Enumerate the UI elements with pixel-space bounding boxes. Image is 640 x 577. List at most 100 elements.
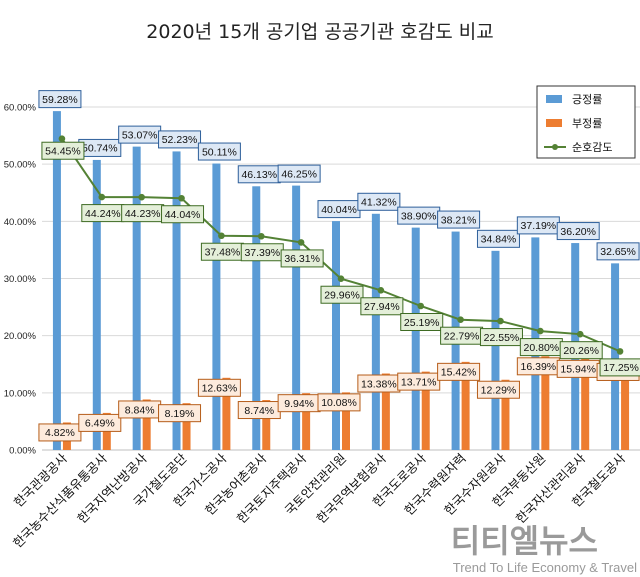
net-favorability-label: 22.55%	[484, 332, 520, 344]
positive-rate-label: 46.13%	[241, 169, 277, 181]
watermark-tagline: Trend To Life Economy & Travel	[453, 560, 637, 575]
negative-rate-label: 8.74%	[244, 405, 274, 417]
net-favorability-label-box	[161, 205, 205, 224]
positive-rate-bar	[172, 151, 181, 450]
category-label: 한국자산관리공사	[513, 450, 589, 526]
negative-rate-bar	[262, 400, 271, 450]
positive-rate-label: 41.32%	[361, 197, 397, 209]
positive-rate-bar	[52, 111, 61, 450]
y-tick-label: 10.00%	[4, 388, 37, 399]
positive-rate-label: 38.90%	[401, 210, 437, 222]
positive-rate-bar	[332, 221, 340, 450]
positive-rate-bar	[292, 185, 301, 450]
net-favorability-label: 44.24%	[85, 208, 121, 220]
positive-rate-label: 46.25%	[281, 168, 317, 180]
net-favorability-label: 20.80%	[524, 342, 560, 354]
negative-rate-label: 4.82%	[45, 427, 75, 439]
net-favorability-label: 36.31%	[284, 253, 320, 265]
positive-rate-label-box	[437, 210, 481, 229]
net-favorability-label-box	[479, 328, 523, 347]
positive-rate-label: 59.28%	[42, 94, 78, 106]
net-favorability-point	[257, 232, 265, 240]
negative-rate-label: 15.94%	[560, 364, 596, 376]
net-favorability-line	[58, 135, 624, 355]
net-favorability-label: 44.04%	[165, 209, 201, 221]
category-label: 한국지역난방공사	[74, 450, 150, 526]
positive-rate-label: 37.19%	[521, 220, 557, 232]
legend-swatch-positive	[546, 95, 562, 103]
legend-label-net: 순호감도	[572, 141, 612, 154]
positive-rate-label: 40.04%	[321, 204, 357, 216]
legend-label-negative: 부정률	[572, 117, 602, 130]
net-favorability-point	[377, 286, 385, 294]
net-favorability-label: 29.96%	[324, 290, 360, 302]
net-favorability-point	[58, 135, 66, 143]
net-favorability-point	[497, 317, 504, 325]
net-favorability-label: 17.25%	[603, 362, 639, 374]
net-favorability-label: 44.23%	[125, 208, 161, 220]
legend: 긍정률 부정률 순호감도	[536, 85, 636, 159]
net-favorability-label: 37.39%	[244, 247, 280, 259]
positive-rate-bar	[212, 163, 221, 450]
positive-rate-label-box	[357, 192, 401, 211]
positive-rate-label: 34.84%	[481, 234, 517, 246]
net-favorability-label: 22.79%	[444, 331, 480, 343]
positive-rate-label-box	[158, 130, 202, 149]
net-favorability-point	[616, 348, 624, 355]
net-favorability-point	[337, 275, 345, 283]
positive-rate-label-box	[476, 229, 520, 248]
net-favorability-point	[417, 302, 425, 310]
net-favorability-label-box	[41, 141, 85, 160]
negative-rate-bar	[142, 399, 151, 450]
negative-rate-label-box	[158, 404, 202, 423]
net-favorability-labels: 54.45% 44.24% 44.23% 44.04% 37.48% 37.39% 36.3…	[41, 141, 640, 377]
negative-rate-label: 12.29%	[481, 385, 517, 397]
chart-title: 2020년 15개 공기업 공공기관 호감도 비교	[146, 21, 493, 43]
net-favorability-point	[576, 330, 584, 338]
positive-rate-labels: 59.28% 50.74% 53.07% 52.23% 50.11% 46.13% 46.2…	[38, 90, 640, 261]
net-favorability-label-box	[320, 285, 364, 304]
negative-rate-bar	[461, 361, 470, 450]
negative-rate-label-box	[78, 413, 122, 432]
watermark: 티티엘뉴스 Trend To Life Economy & Travel	[451, 522, 637, 575]
negative-rate-label: 9.94%	[284, 398, 314, 410]
net-favorability-label-box	[599, 358, 640, 377]
positive-rate-label-box	[38, 90, 82, 109]
negative-rate-label-box	[437, 362, 481, 381]
net-favorability-label-box	[400, 312, 444, 331]
positive-rate-label-box	[596, 242, 640, 261]
net-favorability-point	[537, 327, 544, 335]
negative-rate-label-box	[476, 380, 520, 399]
negative-rate-label-box	[38, 423, 82, 442]
negative-rate-label: 10.08%	[321, 397, 357, 409]
y-tick-label: 20.00%	[4, 331, 37, 342]
positive-rate-label-box	[277, 164, 321, 183]
legend-swatch-net-marker	[552, 144, 558, 150]
y-axis-ticks: 0.00% 10.00% 20.00% 30.00% 40.00% 50.00% 60.00…	[4, 103, 37, 457]
category-label: 한국무역보험공사	[313, 450, 389, 526]
positive-rate-bar	[252, 186, 261, 450]
negative-rate-label: 6.49%	[85, 418, 115, 430]
net-favorability-point	[218, 232, 225, 240]
net-favorability-point	[138, 193, 145, 201]
net-favorability-label: 54.45%	[45, 146, 81, 158]
net-favorability-label-box	[280, 249, 324, 268]
y-tick-label: 60.00%	[4, 103, 37, 114]
negative-rate-label: 12.63%	[202, 383, 238, 395]
negative-rate-bar	[581, 358, 590, 450]
positive-rate-bar	[411, 227, 420, 450]
negative-rate-bar	[541, 356, 550, 450]
positive-rate-bar	[371, 213, 380, 450]
positive-rate-label-box	[197, 142, 241, 161]
positive-rate-label: 50.74%	[82, 143, 118, 155]
legend-swatch-negative	[546, 119, 562, 127]
positive-rate-bar	[132, 146, 141, 450]
y-tick-label: 50.00%	[4, 160, 37, 171]
negative-rate-bar	[621, 361, 630, 450]
watermark-brand: 티티엘뉴스	[451, 522, 598, 560]
negative-rate-label: 8.84%	[125, 404, 155, 416]
negative-rate-label: 15.42%	[441, 367, 477, 379]
negative-rate-bar	[381, 373, 390, 450]
net-favorability-point	[98, 193, 106, 201]
category-label: 한국토지주택공사	[234, 450, 310, 526]
